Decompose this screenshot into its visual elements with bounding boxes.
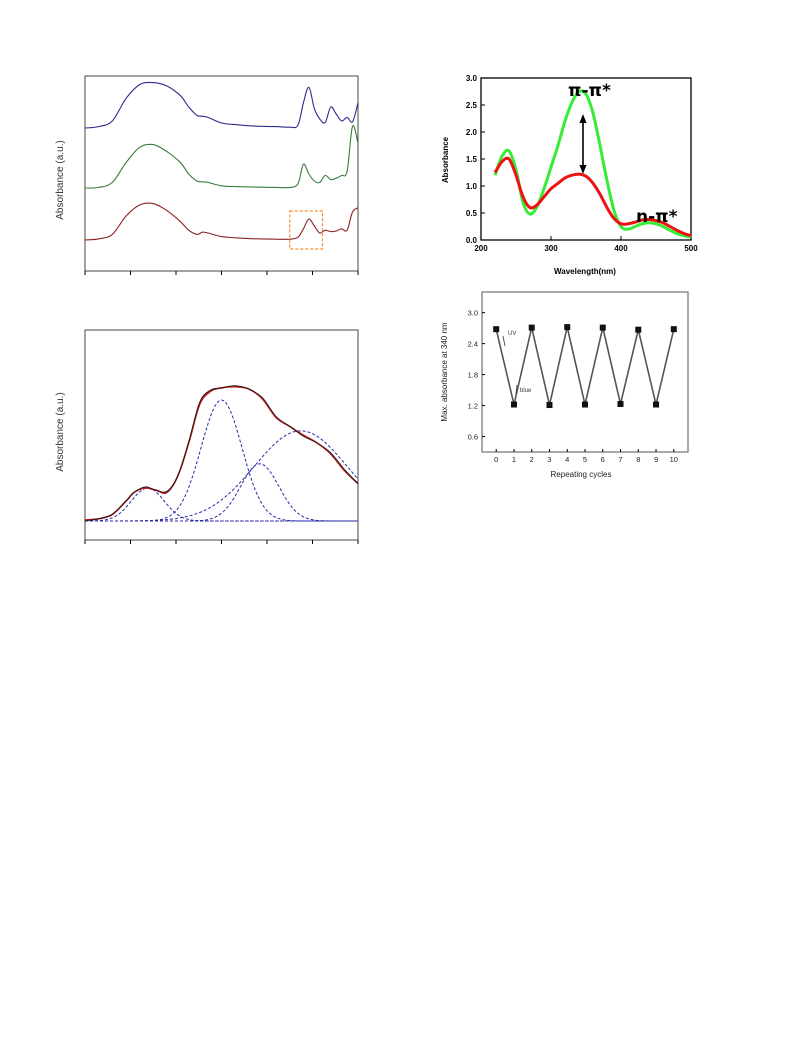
y-tick-label: 3.0 — [466, 74, 478, 83]
y-tick-label: 1.0 — [466, 182, 478, 191]
data-point-marker — [617, 401, 624, 407]
y-tick-label: 0.5 — [466, 209, 478, 218]
data-point-marker — [564, 324, 571, 331]
y-tick-label: 1.2 — [468, 402, 478, 411]
x-tick-label: 7 — [618, 455, 622, 464]
gaussian-fit-curve — [85, 463, 358, 522]
x-tick-label: 1 — [512, 455, 516, 464]
x-tick-label: 9 — [654, 455, 658, 464]
x-tick-label: 200 — [474, 244, 488, 253]
x-tick-label: 8 — [636, 455, 640, 464]
y-axis-label: Absorbance — [441, 136, 450, 183]
stacked-spectra-chart: Absorbance (a.u.) — [55, 75, 359, 275]
fit-components — [85, 399, 359, 522]
spectrum-line — [84, 202, 359, 241]
x-axis-label: Wavelength(nm) — [554, 267, 616, 276]
x-tick-label: 4 — [565, 455, 569, 464]
gaussian-fit-curve — [85, 430, 359, 522]
x-tick-label: 10 — [670, 455, 678, 464]
y-axis-label: Absorbance (a.u.) — [55, 140, 66, 220]
n-pi-star-label: n-π* — [636, 207, 678, 227]
plot-frame — [84, 329, 359, 541]
axes: 0 1 2 3 4 5 6 7 8 9 10 0.6 1.2 1.8 2.4 3.0 — [468, 309, 678, 464]
y-tick-label: 0.6 — [468, 433, 478, 442]
series-group — [84, 385, 359, 522]
axes: 200 300 400 500 0.0 0.5 1.0 1.5 2.0 2.5 3.0 — [466, 74, 698, 253]
y-tick-label: 1.8 — [468, 371, 478, 380]
data-point-marker — [635, 326, 642, 333]
uv-arrow — [502, 335, 506, 347]
spectrum-line — [84, 81, 359, 129]
y-tick-label: 2.5 — [466, 101, 478, 110]
repeating-cycles-chart: Max. absorbance at 340 nm Repeating cycl… — [440, 291, 689, 479]
y-tick-label: 2.0 — [466, 128, 478, 137]
plot-frame — [84, 75, 359, 272]
y-axis-label: Max. absorbance at 340 nm — [440, 322, 449, 422]
x-tick-label: 3 — [547, 455, 551, 464]
arrow-head-down — [579, 165, 587, 174]
series-group — [84, 81, 359, 241]
y-tick-label: 1.5 — [466, 155, 478, 164]
measured-line — [84, 385, 359, 522]
x-tick-label: 6 — [601, 455, 605, 464]
highlight-box — [289, 210, 324, 250]
absorbance-line — [493, 89, 692, 239]
data-point-marker — [546, 402, 553, 409]
x-tick-label: 5 — [583, 455, 587, 464]
gaussian-fit-curve — [85, 487, 358, 522]
x-tick-label: 500 — [684, 244, 698, 253]
deconvolution-chart: Absorbance (a.u.) — [55, 329, 359, 544]
x-axis-label: Repeating cycles — [551, 470, 612, 479]
x-tick-label: 2 — [530, 455, 534, 464]
data-point-marker — [670, 326, 677, 333]
blue-arrow — [515, 384, 518, 395]
x-tick-label: 0 — [494, 455, 498, 464]
x-axis-ticks — [84, 540, 359, 544]
x-tick-label: 400 — [614, 244, 628, 253]
y-axis-label: Absorbance (a.u.) — [55, 392, 66, 472]
data-point-marker — [528, 324, 535, 331]
data-point-marker — [582, 401, 588, 408]
x-tick-label: 300 — [544, 244, 558, 253]
arrow-head-up — [579, 114, 587, 123]
data-point-marker — [599, 324, 606, 331]
y-tick-label: 2.4 — [468, 340, 478, 349]
blue-label: blue — [520, 388, 532, 394]
data-point-marker — [653, 401, 660, 408]
uv-label: UV — [508, 331, 516, 337]
x-axis-ticks — [84, 271, 359, 275]
spectrum-line — [84, 125, 359, 189]
y-tick-label: 3.0 — [468, 309, 478, 318]
gaussian-fit-curve — [85, 399, 358, 522]
series-group — [493, 324, 677, 409]
data-point-marker — [493, 326, 500, 333]
plot-frame — [481, 291, 689, 453]
y-tick-label: 0.0 — [466, 236, 478, 245]
series-group — [493, 89, 692, 239]
data-point-marker — [510, 401, 517, 408]
absorbance-wavelength-chart: Absorbance Wavelength(nm) 200 300 400 500 0.… — [441, 74, 698, 276]
absorbance-line — [493, 156, 692, 238]
pi-pi-star-label: π-π* — [568, 81, 611, 101]
